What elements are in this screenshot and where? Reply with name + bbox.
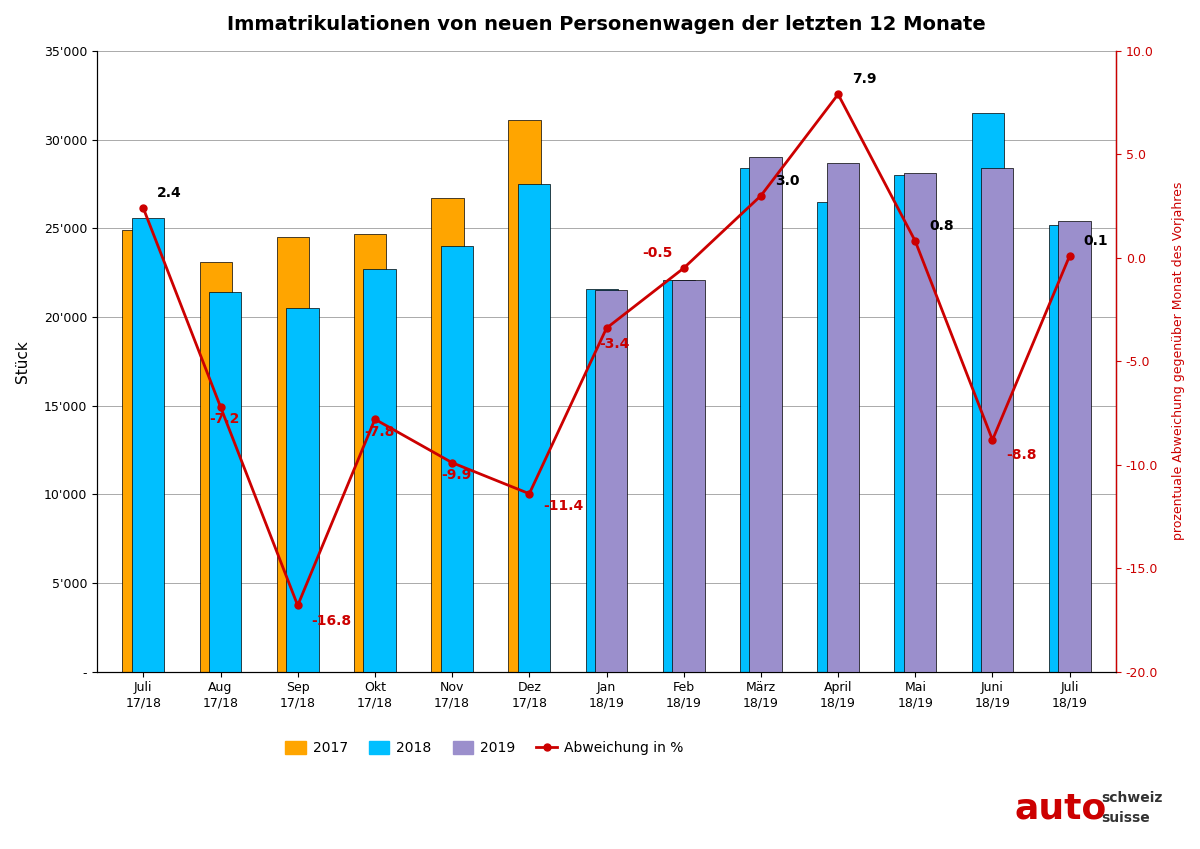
Text: -9.9: -9.9 xyxy=(440,469,472,482)
Bar xyxy=(1049,225,1081,672)
Text: -8.8: -8.8 xyxy=(1007,448,1037,463)
Text: auto: auto xyxy=(1014,791,1106,825)
Bar xyxy=(431,198,463,672)
Bar xyxy=(440,246,473,672)
Text: suisse: suisse xyxy=(1102,812,1151,825)
Bar xyxy=(595,290,628,672)
Bar xyxy=(904,173,936,672)
Text: -7.2: -7.2 xyxy=(209,413,240,426)
Text: 3.0: 3.0 xyxy=(775,173,799,188)
Bar xyxy=(662,279,695,672)
Text: 7.9: 7.9 xyxy=(852,72,876,87)
Bar xyxy=(199,262,232,672)
Bar xyxy=(277,237,310,672)
Text: -7.8: -7.8 xyxy=(364,424,394,439)
Legend: 2017, 2018, 2019, Abweichung in %: 2017, 2018, 2019, Abweichung in % xyxy=(280,736,689,761)
Bar xyxy=(364,269,396,672)
Text: -11.4: -11.4 xyxy=(544,499,583,514)
Title: Immatrikulationen von neuen Personenwagen der letzten 12 Monate: Immatrikulationen von neuen Personenwage… xyxy=(227,15,986,34)
Bar xyxy=(672,279,704,672)
Bar xyxy=(509,120,541,672)
Y-axis label: Stück: Stück xyxy=(14,340,30,383)
Bar xyxy=(517,184,550,672)
Bar xyxy=(122,230,155,672)
Text: 2.4: 2.4 xyxy=(157,186,182,200)
Bar xyxy=(749,157,781,672)
Text: 0.1: 0.1 xyxy=(1084,233,1109,248)
Bar xyxy=(894,175,926,672)
Bar xyxy=(827,163,859,672)
Bar xyxy=(286,308,318,672)
Bar xyxy=(209,292,241,672)
Text: 0.8: 0.8 xyxy=(929,219,954,233)
Text: -3.4: -3.4 xyxy=(600,336,630,351)
Bar xyxy=(817,201,850,672)
Bar xyxy=(354,233,386,672)
Text: -0.5: -0.5 xyxy=(642,246,672,260)
Text: -16.8: -16.8 xyxy=(312,614,352,628)
Bar xyxy=(980,168,1013,672)
Y-axis label: prozentuale Abweichung gegenüber Monat des Vorjahres: prozentuale Abweichung gegenüber Monat d… xyxy=(1172,182,1186,541)
Text: schweiz: schweiz xyxy=(1102,791,1163,805)
Bar xyxy=(1058,221,1091,672)
Bar xyxy=(586,289,618,672)
Bar xyxy=(740,168,773,672)
Bar xyxy=(132,217,164,672)
Bar xyxy=(972,113,1004,672)
